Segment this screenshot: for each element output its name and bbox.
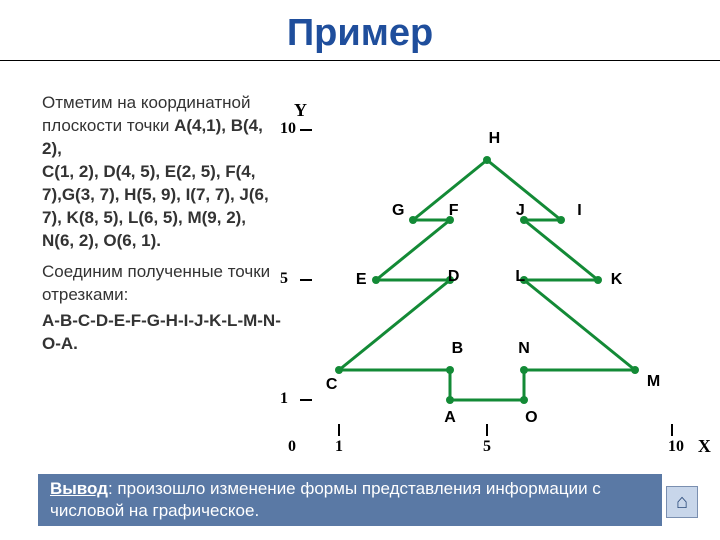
home-button[interactable]: ⌂ (666, 486, 698, 518)
point-label-B: B (452, 340, 464, 358)
point-label-N: N (518, 340, 530, 358)
point-label-K: K (611, 271, 623, 289)
x-axis-label: X (698, 436, 711, 457)
point-B (446, 366, 454, 374)
point-M (631, 366, 639, 374)
point-I (557, 216, 565, 224)
y-tick-label: 10 (280, 120, 296, 138)
x-tick-label: 5 (483, 438, 491, 456)
body-text: Отметим на координатной плоскости точки … (42, 92, 282, 356)
para3-path: A-B-C-D-E-F-G-H-I-J-K-L-M-N-O-A. (42, 311, 281, 353)
tree-polygon (339, 160, 635, 400)
point-C (335, 366, 343, 374)
slide-title: Пример (0, 12, 720, 55)
conclusion-box: Вывод: произошло изменение формы предста… (38, 474, 662, 526)
origin-label: 0 (288, 438, 296, 456)
x-tick-label: 1 (335, 438, 343, 456)
point-label-H: H (489, 130, 501, 148)
title-rule (0, 60, 720, 61)
point-G (409, 216, 417, 224)
point-label-C: C (326, 376, 338, 394)
point-label-E: E (356, 271, 367, 289)
point-K (594, 276, 602, 284)
point-E (372, 276, 380, 284)
point-label-I: I (577, 202, 581, 220)
conclusion-lead: Вывод (50, 479, 108, 498)
slide: Пример Отметим на координатной плоскости… (0, 0, 720, 540)
point-label-A: A (444, 409, 456, 427)
conclusion-text: : произошло изменение формы представлени… (50, 479, 601, 520)
y-axis-label: Y (294, 100, 307, 121)
coordinate-chart: ABCDEFGHIJKLMNO151015100YX (280, 70, 700, 460)
point-label-L: L (515, 268, 525, 286)
para2: Соединим полученные точки отрезками: (42, 262, 270, 304)
point-label-O: O (525, 409, 537, 427)
point-label-G: G (392, 202, 404, 220)
point-H (483, 156, 491, 164)
point-label-J: J (516, 202, 525, 220)
y-tick-label: 1 (280, 390, 288, 408)
x-tick-label: 10 (668, 438, 684, 456)
point-N (520, 366, 528, 374)
point-A (446, 396, 454, 404)
point-label-D: D (448, 268, 460, 286)
point-O (520, 396, 528, 404)
point-label-F: F (449, 202, 459, 220)
home-icon: ⌂ (676, 491, 688, 514)
para1-pts-rest: С(1, 2), D(4, 5), E(2, 5), F(4, 7),G(3, … (42, 162, 269, 250)
chart-svg (280, 70, 700, 460)
point-label-M: M (647, 373, 660, 391)
y-tick-label: 5 (280, 270, 288, 288)
